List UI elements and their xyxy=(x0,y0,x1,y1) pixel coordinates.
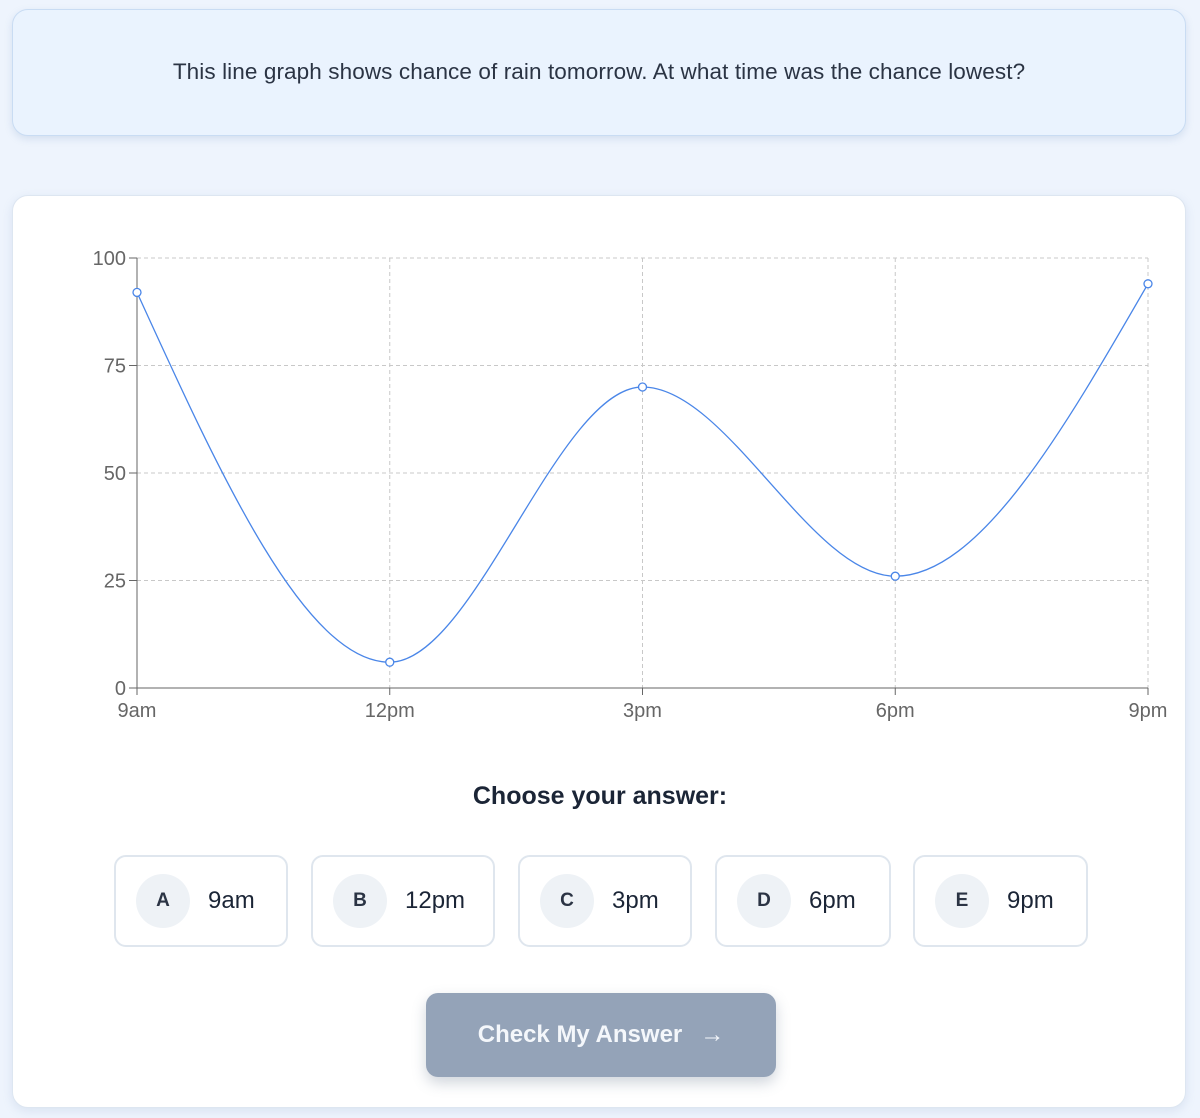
option-letter-badge: E xyxy=(935,874,989,928)
data-point xyxy=(132,287,142,298)
y-tick-label: 50 xyxy=(104,463,126,485)
option-label: 6pm xyxy=(809,887,856,914)
quiz-card: 0 25 50 75 100 9am 12pm 3pm 6pm 9pm Choose your a… xyxy=(12,195,1186,1108)
x-tick-label: 12pm xyxy=(365,700,415,722)
answer-option-e[interactable]: E 9pm xyxy=(913,855,1088,947)
y-tick-label: 0 xyxy=(115,678,126,700)
option-letter-badge: A xyxy=(136,874,190,928)
x-tick-label: 9pm xyxy=(1129,700,1168,722)
choose-answer-heading: Choose your answer: xyxy=(472,782,728,810)
y-tick-label: 25 xyxy=(104,571,126,593)
x-tick-label: 3pm xyxy=(623,700,662,722)
rain-chance-line-chart: 0 25 50 75 100 9am 12pm 3pm 6pm 9pm xyxy=(93,248,1168,722)
option-letter-badge: D xyxy=(737,874,791,928)
answer-option-b[interactable]: B 12pm xyxy=(311,855,495,947)
option-label: 3pm xyxy=(612,887,659,914)
option-label: 12pm xyxy=(405,887,466,914)
data-point xyxy=(890,571,900,581)
answer-option-a[interactable]: A 9am xyxy=(114,855,288,947)
y-tick-label: 100 xyxy=(93,248,126,270)
x-tick-label: 6pm xyxy=(876,700,915,722)
y-tick-label: 75 xyxy=(104,356,126,378)
answer-option-d[interactable]: D 6pm xyxy=(715,855,891,947)
data-point xyxy=(1143,279,1153,289)
series-line xyxy=(136,283,1149,663)
check-answer-button[interactable]: Check My Answer → xyxy=(426,993,776,1077)
answer-option-c[interactable]: C 3pm xyxy=(518,855,692,947)
option-letter-badge: C xyxy=(540,874,594,928)
data-point xyxy=(637,382,648,392)
question-card: This line graph shows chance of rain tom… xyxy=(12,9,1186,136)
option-label: 9am xyxy=(208,887,255,914)
check-answer-label: Check My Answer xyxy=(477,1021,683,1048)
option-label: 9pm xyxy=(1007,887,1054,914)
data-point xyxy=(385,657,395,667)
question-text: This line graph shows chance of rain tom… xyxy=(172,58,1026,84)
option-letter-badge: B xyxy=(333,874,387,928)
arrow-right-icon: → xyxy=(700,1021,725,1048)
x-tick-label: 9am xyxy=(118,700,157,722)
